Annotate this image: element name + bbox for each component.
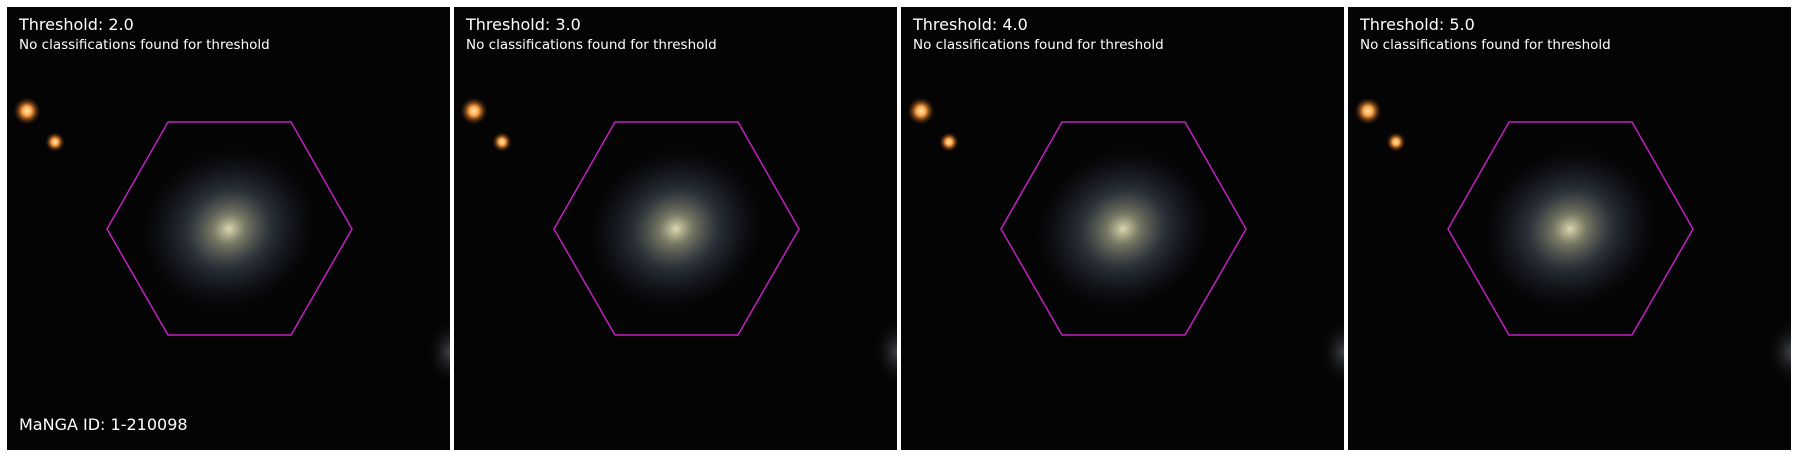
foreground-star [939, 132, 959, 152]
status-text: No classifications found for threshold [19, 37, 270, 53]
ifu-hexagon [1000, 121, 1247, 336]
ifu-hexagon [1447, 121, 1694, 336]
edge-source [426, 318, 450, 386]
status-text: No classifications found for threshold [1360, 37, 1611, 53]
status-text: No classifications found for threshold [466, 37, 717, 53]
galaxy-image [7, 7, 450, 450]
galaxy-glow [1476, 142, 1664, 316]
galaxy-image [1348, 7, 1791, 450]
galaxy-image [454, 7, 897, 450]
galaxy-panel-threshold-3: Threshold: 3.0 No classifications found … [454, 7, 897, 450]
edge-source [873, 318, 897, 386]
threshold-label: Threshold: 4.0 [913, 15, 1028, 34]
threshold-label: Threshold: 5.0 [1360, 15, 1475, 34]
foreground-star [1354, 97, 1382, 125]
galaxy-glow [1029, 142, 1217, 316]
galaxy-image [901, 7, 1344, 450]
ifu-hexagon [553, 121, 800, 336]
foreground-star [460, 97, 488, 125]
edge-source [1767, 318, 1791, 386]
foreground-star [13, 97, 41, 125]
foreground-star [492, 132, 512, 152]
galaxy-glow [582, 142, 770, 316]
galaxy-panel-threshold-4: Threshold: 4.0 No classifications found … [901, 7, 1344, 450]
foreground-star [1386, 132, 1406, 152]
threshold-label: Threshold: 2.0 [19, 15, 134, 34]
manga-id-label: MaNGA ID: 1-210098 [19, 415, 188, 434]
galaxy-panel-threshold-5: Threshold: 5.0 No classifications found … [1348, 7, 1791, 450]
foreground-star [45, 132, 65, 152]
panel-strip: Threshold: 2.0 No classifications found … [7, 7, 1793, 450]
galaxy-panel-threshold-2: Threshold: 2.0 No classifications found … [7, 7, 450, 450]
ifu-hexagon [106, 121, 353, 336]
foreground-star [907, 97, 935, 125]
edge-source [1320, 318, 1344, 386]
threshold-label: Threshold: 3.0 [466, 15, 581, 34]
status-text: No classifications found for threshold [913, 37, 1164, 53]
galaxy-glow [135, 142, 323, 316]
